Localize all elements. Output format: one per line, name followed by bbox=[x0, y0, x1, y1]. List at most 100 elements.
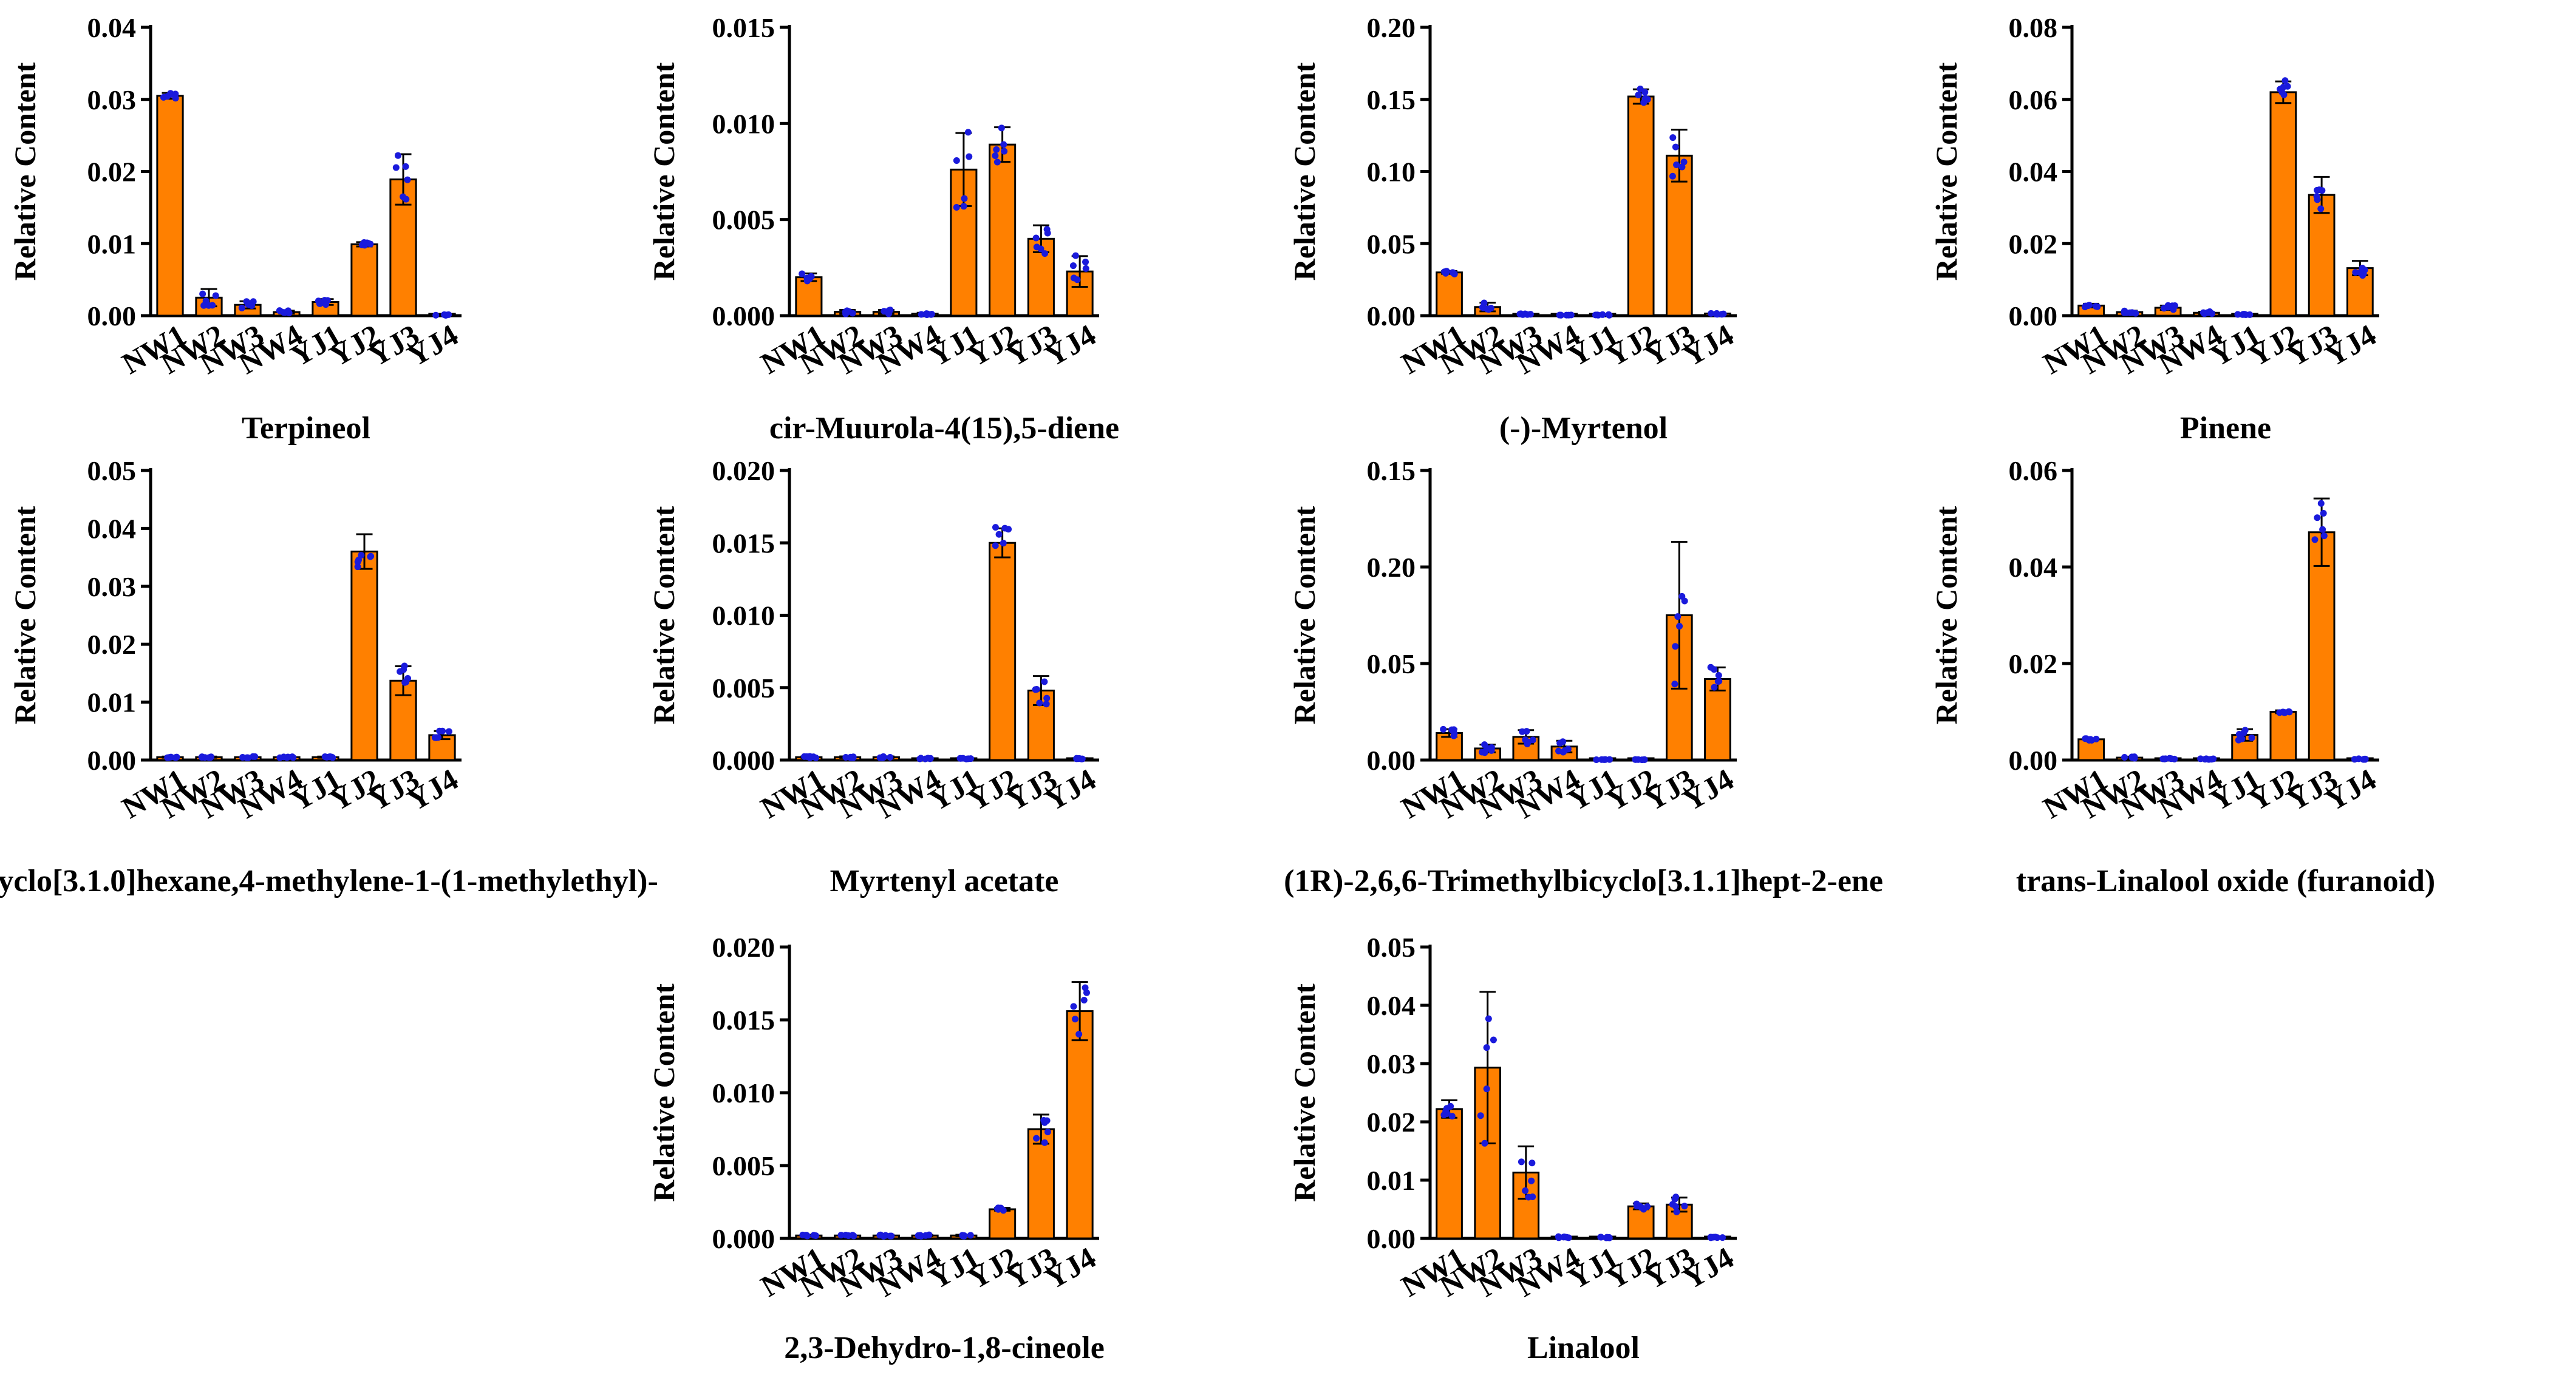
y-tick-label: 0.005 bbox=[712, 205, 775, 236]
replicate-dot bbox=[439, 727, 446, 735]
replicate-dot bbox=[1635, 91, 1642, 98]
y-axis-label: Relative Content bbox=[8, 506, 42, 724]
replicate-dot bbox=[394, 152, 401, 159]
replicate-dot bbox=[2284, 83, 2291, 90]
y-tick-label: 0.03 bbox=[87, 84, 137, 115]
y-tick-label: 0.02 bbox=[2009, 228, 2058, 259]
replicate-dot bbox=[358, 552, 365, 559]
y-tick-label: 0.04 bbox=[87, 12, 137, 43]
replicate-dot bbox=[887, 1232, 894, 1240]
bar bbox=[989, 542, 1017, 761]
replicate-dot bbox=[845, 1232, 852, 1239]
y-tick-label: 0.04 bbox=[87, 513, 137, 544]
replicate-dot bbox=[1440, 725, 1447, 733]
bar bbox=[989, 143, 1017, 317]
bar bbox=[2308, 194, 2336, 317]
replicate-dot bbox=[2319, 526, 2326, 533]
chart-title: Pinene bbox=[2180, 411, 2271, 446]
y-tick-label: 0.10 bbox=[1367, 157, 1416, 188]
replicate-dot bbox=[2234, 311, 2241, 318]
replicate-dot bbox=[803, 274, 811, 282]
replicate-dot bbox=[404, 176, 411, 183]
replicate-dot bbox=[1037, 245, 1044, 253]
y-axis-label: Relative Content bbox=[647, 983, 681, 1202]
y-tick-label: 0.00 bbox=[87, 300, 137, 331]
replicate-dot bbox=[992, 542, 999, 549]
replicate-dot bbox=[2352, 269, 2359, 276]
chart-panel-5: 0.00 0.01 0.02 0.03 0.04 0.05 Relative Content… bbox=[0, 455, 658, 898]
y-tick-label: 0.005 bbox=[712, 673, 775, 704]
replicate-dot bbox=[2317, 500, 2325, 507]
replicate-dot bbox=[1711, 666, 1718, 673]
replicate-dot bbox=[1043, 1117, 1051, 1124]
replicate-dot bbox=[998, 124, 1005, 132]
replicate-dot bbox=[842, 310, 850, 317]
y-tick-label: 0.015 bbox=[712, 1005, 775, 1036]
replicate-dot bbox=[1598, 1234, 1605, 1241]
replicate-dot bbox=[1525, 1193, 1532, 1201]
replicate-dot bbox=[803, 753, 811, 760]
y-tick-label: 0.01 bbox=[87, 687, 137, 718]
replicate-dot bbox=[885, 310, 892, 317]
y-tick-label: 0.00 bbox=[1367, 745, 1416, 776]
replicate-dot bbox=[1075, 1031, 1083, 1038]
replicate-dot bbox=[1522, 1187, 1529, 1194]
y-tick-label: 0.010 bbox=[712, 600, 775, 631]
replicate-dot bbox=[1673, 161, 1680, 169]
chart-title: Terpineol bbox=[242, 411, 370, 446]
replicate-dot bbox=[1669, 1201, 1676, 1208]
replicate-dot bbox=[1082, 265, 1089, 272]
replicate-dot bbox=[1083, 989, 1090, 996]
replicate-dot bbox=[1074, 755, 1082, 762]
replicate-dot bbox=[2159, 755, 2167, 762]
chart-title: Myrtenyl acetate bbox=[830, 864, 1059, 898]
replicate-dot bbox=[2128, 754, 2136, 761]
replicate-dot bbox=[1557, 311, 1564, 319]
replicate-dot bbox=[1672, 1193, 1680, 1201]
y-axis-label: Relative Content bbox=[1287, 506, 1321, 724]
y-tick-label: 0.02 bbox=[1367, 1107, 1416, 1138]
replicate-dot bbox=[1043, 701, 1050, 708]
replicate-dot bbox=[1041, 1139, 1048, 1146]
y-tick-label: 0.05 bbox=[87, 455, 137, 486]
y-tick-label: 0.04 bbox=[1367, 990, 1416, 1021]
replicate-dot bbox=[1671, 681, 1678, 688]
replicate-dot bbox=[1518, 1158, 1525, 1166]
replicate-dot bbox=[1477, 1112, 1484, 1119]
bar bbox=[156, 95, 184, 317]
replicate-dot bbox=[2311, 536, 2319, 543]
replicate-dot bbox=[2278, 89, 2286, 96]
replicate-dot bbox=[2208, 756, 2215, 763]
replicate-dot bbox=[1601, 756, 1609, 763]
replicate-dot bbox=[995, 531, 1003, 538]
replicate-dot bbox=[445, 728, 452, 735]
replicate-dot bbox=[1556, 739, 1564, 747]
replicate-dot bbox=[1072, 252, 1079, 259]
bar bbox=[1627, 95, 1655, 317]
replicate-dot bbox=[957, 755, 964, 762]
replicate-dot bbox=[917, 755, 924, 762]
replicate-dot bbox=[1483, 1085, 1490, 1093]
replicate-dot bbox=[1516, 310, 1524, 317]
replicate-dot bbox=[1672, 143, 1679, 151]
replicate-dot bbox=[953, 203, 960, 211]
replicate-dot bbox=[2317, 205, 2325, 212]
y-tick-label: 0.03 bbox=[1367, 1048, 1416, 1079]
y-tick-label: 0.05 bbox=[1367, 932, 1416, 963]
replicate-dot bbox=[1707, 1234, 1714, 1241]
replicate-dot bbox=[2351, 756, 2358, 763]
replicate-dot bbox=[1490, 1036, 1497, 1044]
replicate-dot bbox=[1443, 1110, 1451, 1117]
replicate-dot bbox=[1713, 310, 1720, 317]
replicate-dot bbox=[2285, 708, 2292, 715]
replicate-dot bbox=[1451, 270, 1458, 277]
replicate-dot bbox=[1043, 226, 1051, 233]
replicate-dot bbox=[1033, 1135, 1040, 1142]
replicate-dot bbox=[964, 129, 972, 136]
bar bbox=[989, 1208, 1017, 1240]
replicate-dot bbox=[1555, 1233, 1562, 1240]
bar bbox=[1436, 271, 1463, 317]
bar bbox=[350, 551, 378, 761]
replicate-dot bbox=[995, 1204, 1002, 1212]
